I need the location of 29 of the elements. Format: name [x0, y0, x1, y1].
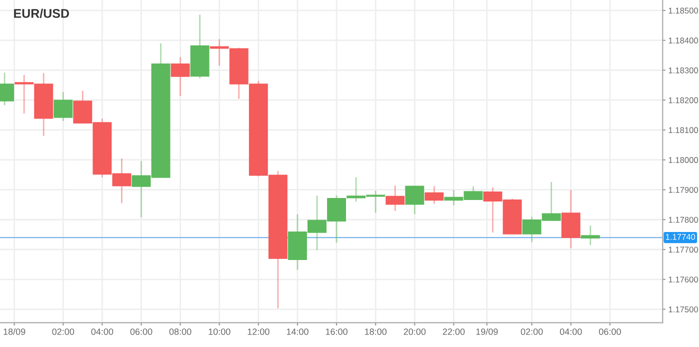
y-tick-label: 1.18400 [668, 38, 698, 44]
x-tick-label: 02:00 [520, 328, 543, 335]
x-tick-label: 04:00 [91, 328, 114, 335]
y-tick-label: 1.18000 [668, 157, 698, 163]
x-tick-label: 10:00 [208, 328, 230, 335]
x-tick-label: 06:00 [598, 328, 621, 335]
x-tick-label: 18/09 [4, 328, 26, 335]
y-tick-label: 1.17800 [668, 216, 698, 223]
x-tick-label: 04:00 [560, 328, 582, 335]
x-tick-label: 18:00 [364, 328, 387, 335]
y-tick-label: 1.17700 [668, 246, 698, 253]
x-tick-label: 08:00 [169, 328, 192, 335]
ref-line-label: 1.17740 [666, 234, 696, 240]
x-tick-label: 22:00 [442, 328, 465, 335]
y-tick-label: 1.18300 [668, 67, 698, 74]
y-tick-label: 1.17600 [668, 276, 698, 282]
y-tick-label: 1.18200 [668, 97, 698, 104]
x-tick-label: 12:00 [248, 328, 270, 335]
x-tick-label: 02:00 [52, 328, 74, 335]
y-tick-label: 1.18500 [668, 8, 698, 14]
x-tick-label: 20:00 [404, 328, 426, 335]
x-tick-label: 06:00 [130, 328, 152, 335]
text: EUR/USD [14, 8, 69, 18]
x-tick-label: 19/09 [476, 328, 498, 335]
x-tick-label: 14:00 [286, 328, 308, 335]
y-tick-label: 1.17500 [668, 306, 698, 312]
x-tick-label: 16:00 [326, 328, 348, 335]
y-tick-label: 1.18100 [668, 127, 698, 134]
y-tick-label: 1.17900 [668, 186, 698, 193]
